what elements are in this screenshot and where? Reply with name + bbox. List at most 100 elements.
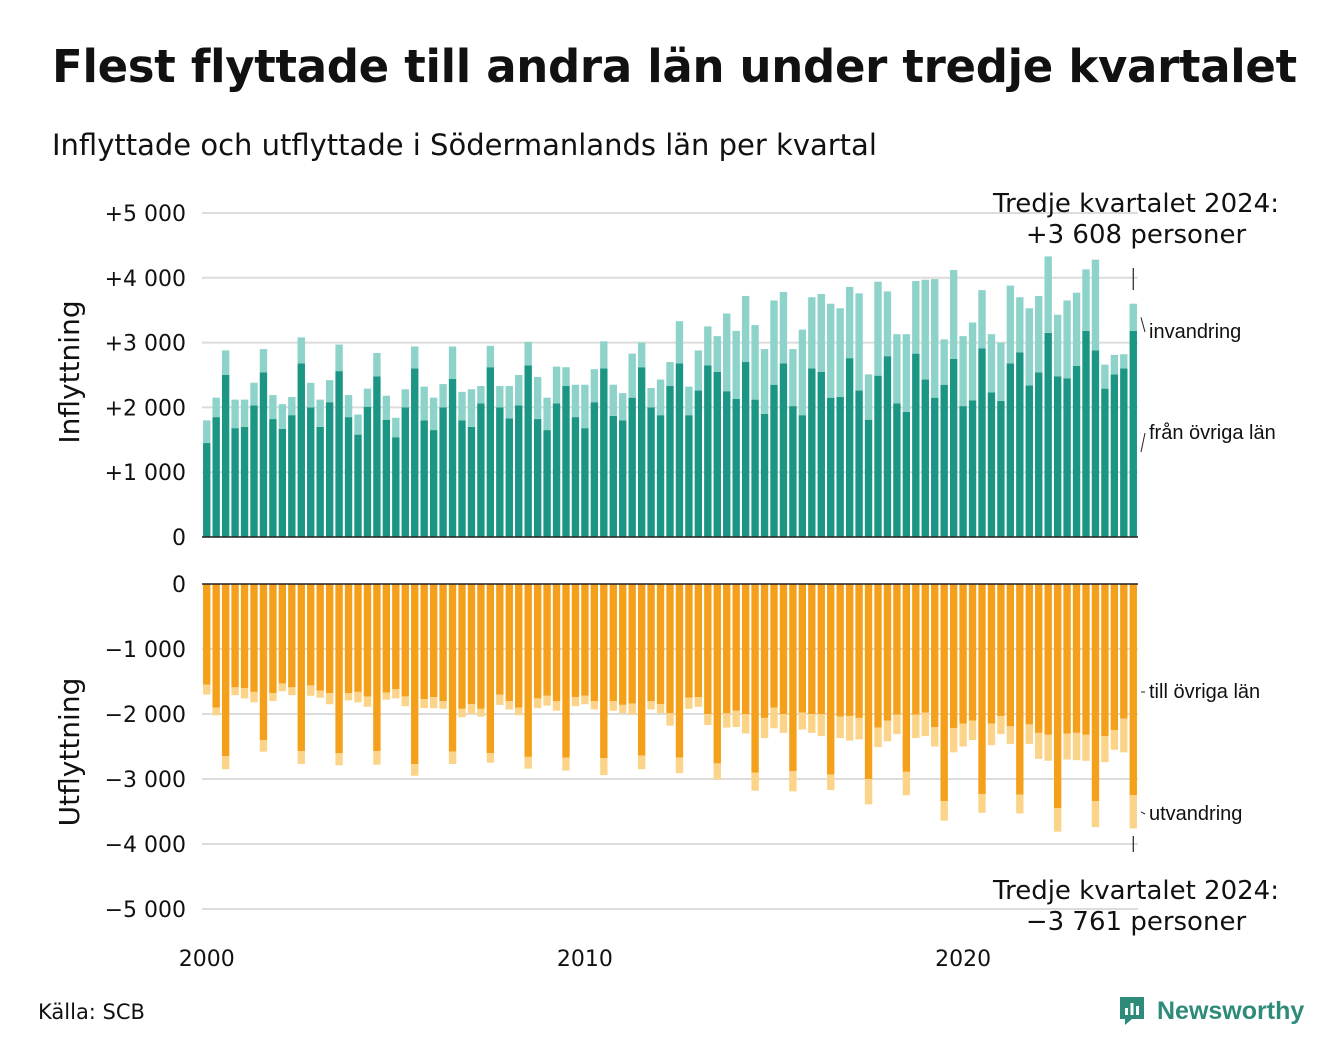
y-tick-label: −2 000 xyxy=(105,703,186,728)
bar-fran-ovriga-lan xyxy=(354,434,362,537)
bar-till-ovriga-lan xyxy=(571,584,580,698)
bar-till-ovriga-lan xyxy=(770,584,778,708)
bar-fran-ovriga-lan xyxy=(1035,372,1043,537)
bar-fran-ovriga-lan xyxy=(458,420,466,537)
chart-subtitle: Inflyttade och utflyttade i Södermanland… xyxy=(52,128,877,162)
bar-fran-ovriga-lan xyxy=(203,443,211,537)
bar-fran-ovriga-lan xyxy=(675,363,684,537)
bar-invandring xyxy=(666,362,674,387)
bar-fran-ovriga-lan xyxy=(467,426,476,537)
bar-invandring xyxy=(760,349,769,414)
bar-till-ovriga-lan xyxy=(817,584,825,714)
bar-invandring xyxy=(628,353,636,398)
bar-fran-ovriga-lan xyxy=(685,415,693,537)
bar-fran-ovriga-lan xyxy=(316,426,324,537)
bar-fran-ovriga-lan xyxy=(845,358,854,537)
bar-utvandring xyxy=(912,714,920,739)
y-tick-label: 0 xyxy=(172,573,186,598)
bar-utvandring xyxy=(571,697,580,707)
bar-invandring xyxy=(581,384,589,429)
bar-till-ovriga-lan xyxy=(609,584,617,701)
bar-invandring xyxy=(1091,259,1100,351)
bar-invandring xyxy=(212,397,220,418)
top-annotation-line1: Tredje kvartalet 2024: xyxy=(992,189,1279,219)
bar-invandring xyxy=(344,395,353,418)
bar-fran-ovriga-lan xyxy=(1016,352,1024,537)
bar-invandring xyxy=(1016,297,1024,353)
bar-utvandring xyxy=(1044,734,1052,761)
series-label-fran-ovriga-lan: från övriga län xyxy=(1149,422,1276,444)
bar-till-ovriga-lan xyxy=(836,584,844,717)
bar-invandring xyxy=(429,397,438,431)
bar-till-ovriga-lan xyxy=(203,584,211,685)
bar-fran-ovriga-lan xyxy=(921,379,929,537)
bar-fran-ovriga-lan xyxy=(392,437,400,537)
bar-utvandring xyxy=(751,772,759,791)
bar-invandring xyxy=(647,387,655,408)
bar-utvandring xyxy=(344,693,353,701)
bar-invandring xyxy=(316,399,324,427)
bar-invandring xyxy=(1006,285,1015,364)
bar-till-ovriga-lan xyxy=(505,584,513,701)
invandring-leader xyxy=(1140,317,1146,333)
bar-utvandring xyxy=(1006,726,1015,744)
bar-utvandring xyxy=(1082,734,1090,761)
bar-fran-ovriga-lan xyxy=(855,390,863,537)
bar-utvandring xyxy=(1063,733,1071,760)
utflyttning-axis-label: Utflyttning xyxy=(53,678,86,827)
bar-till-ovriga-lan xyxy=(231,584,239,688)
bar-fran-ovriga-lan xyxy=(874,375,882,537)
bar-till-ovriga-lan xyxy=(940,584,948,802)
bar-utvandring xyxy=(836,716,844,739)
bar-utvandring xyxy=(855,717,863,740)
bar-utvandring xyxy=(411,764,419,776)
bar-utvandring xyxy=(325,693,334,705)
bar-till-ovriga-lan xyxy=(656,584,665,705)
bar-utvandring xyxy=(827,774,835,791)
bar-utvandring xyxy=(429,697,438,709)
bar-fran-ovriga-lan xyxy=(221,375,230,537)
annotation-pointers xyxy=(1132,268,1146,852)
bar-utvandring xyxy=(486,753,495,763)
bar-till-ovriga-lan xyxy=(1063,584,1071,734)
bar-till-ovriga-lan xyxy=(685,584,693,698)
bar-invandring xyxy=(723,313,731,392)
bar-till-ovriga-lan xyxy=(779,584,788,714)
bar-fran-ovriga-lan xyxy=(704,365,712,537)
bar-utvandring xyxy=(316,690,324,698)
bar-till-ovriga-lan xyxy=(855,584,863,718)
bar-till-ovriga-lan xyxy=(978,584,986,794)
bar-fran-ovriga-lan xyxy=(429,430,438,537)
bar-invandring xyxy=(987,334,996,393)
bar-fran-ovriga-lan xyxy=(1053,376,1062,537)
bar-till-ovriga-lan xyxy=(1006,584,1015,727)
bar-utvandring xyxy=(307,685,315,696)
bar-utvandring xyxy=(250,691,258,703)
bar-till-ovriga-lan xyxy=(269,584,277,694)
bar-invandring xyxy=(448,346,457,379)
bar-invandring xyxy=(1120,354,1128,369)
bar-invandring xyxy=(590,369,599,403)
bar-utvandring xyxy=(288,687,296,696)
bar-utvandring xyxy=(458,708,466,718)
bar-till-ovriga-lan xyxy=(1091,584,1100,802)
bar-till-ovriga-lan xyxy=(864,584,873,779)
bar-invandring xyxy=(571,384,580,418)
bar-fran-ovriga-lan xyxy=(533,419,542,537)
bar-invandring xyxy=(486,345,495,368)
bar-utvandring xyxy=(883,720,892,742)
bar-invandring xyxy=(297,337,305,364)
bar-fran-ovriga-lan xyxy=(240,426,249,537)
bar-till-ovriga-lan xyxy=(543,584,551,696)
bar-invandring xyxy=(874,281,882,376)
bar-till-ovriga-lan xyxy=(600,584,608,759)
bar-invandring xyxy=(1035,295,1043,373)
bar-till-ovriga-lan xyxy=(297,584,305,752)
bar-invandring xyxy=(704,326,712,366)
bar-invandring xyxy=(1053,314,1062,377)
bar-utvandring xyxy=(893,714,901,735)
bar-invandring xyxy=(893,334,901,404)
bar-invandring xyxy=(363,388,372,407)
bar-utvandring xyxy=(931,727,939,747)
bar-utvandring xyxy=(760,717,769,739)
